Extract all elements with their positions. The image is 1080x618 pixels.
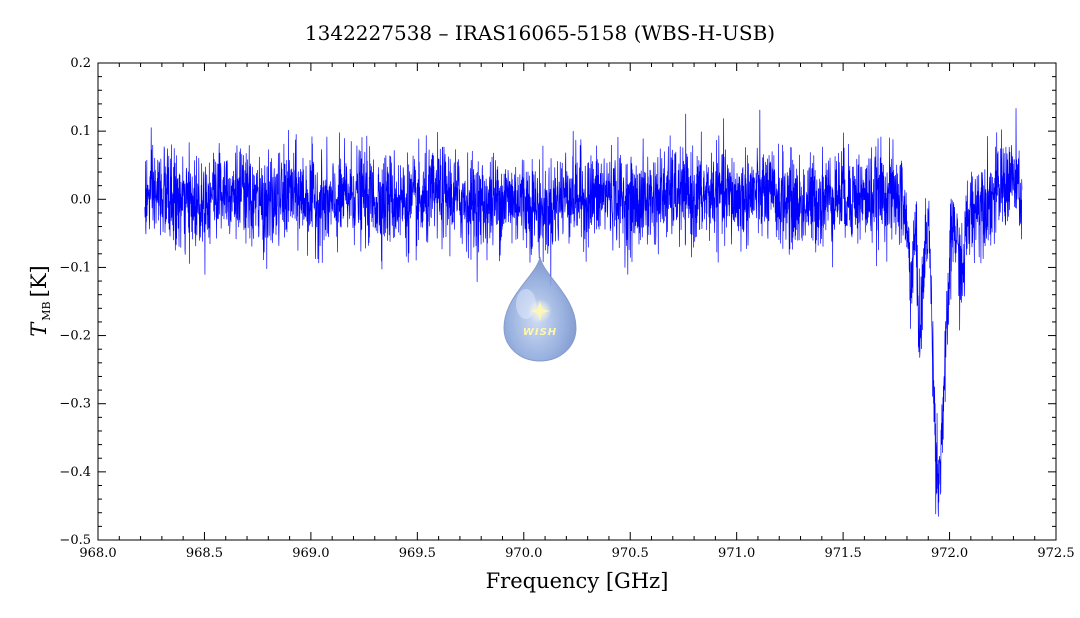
y-tick-label: −0.5: [59, 533, 91, 548]
x-tick-label: 970.5: [612, 546, 649, 561]
y-tick-label: −0.4: [59, 465, 91, 480]
y-tick-label: −0.2: [59, 329, 91, 344]
svg-text:TMB[K]: TMB [K]: [27, 265, 53, 336]
y-tick-label: −0.3: [59, 397, 91, 412]
spectrum-series: [144, 108, 1023, 517]
x-tick-label: 972.5: [1037, 546, 1074, 561]
y-tick-label: 0.0: [70, 192, 91, 207]
y-tick-label: 0.1: [70, 124, 91, 139]
wish-logo: WISH: [503, 256, 577, 362]
x-tick-label: 969.5: [399, 546, 436, 561]
axis-ticks: [97, 62, 1057, 541]
plot-border: [97, 62, 1057, 541]
chart-title: 1342227538 – IRAS16065-5158 (WBS-H-USB): [305, 21, 775, 45]
y-axis-title: TMB [K]: [27, 265, 53, 336]
x-tick-label: 968.5: [186, 546, 223, 561]
y-axis-title-main: T: [27, 321, 51, 337]
axis-tick-labels: 968.0 968.5 969.0 969.5 970.0 970.5 971.0 971.5…: [59, 56, 1074, 561]
y-axis-title-unit: [K]: [27, 265, 51, 297]
series-line: [144, 108, 1023, 517]
x-axis-title: Frequency [GHz]: [486, 569, 669, 593]
wish-logo-text: WISH: [523, 327, 557, 338]
x-tick-label: 972.0: [931, 546, 968, 561]
x-tick-label: 968.0: [79, 546, 116, 561]
y-axis-title-sub: MB: [40, 301, 53, 320]
plot-frame: [97, 62, 1057, 541]
y-tick-label: 0.2: [70, 56, 91, 71]
x-tick-label: 969.0: [292, 546, 329, 561]
x-tick-label: 970.0: [505, 546, 542, 561]
y-tick-label: −0.1: [59, 260, 91, 275]
x-tick-label: 971.5: [825, 546, 862, 561]
x-tick-label: 971.0: [718, 546, 755, 561]
